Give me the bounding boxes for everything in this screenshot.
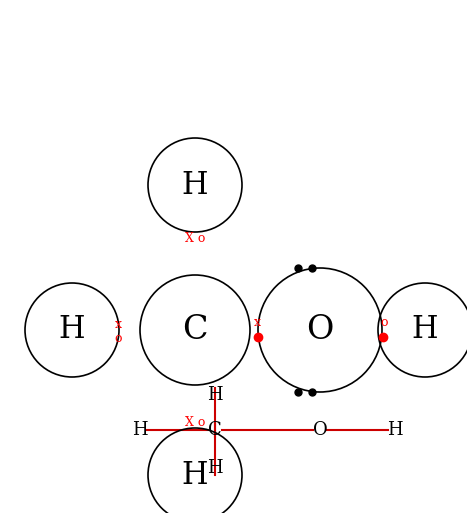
Text: H: H — [412, 314, 438, 345]
Text: H: H — [182, 460, 208, 490]
Text: C: C — [208, 421, 222, 439]
Text: X o: X o — [185, 416, 205, 428]
Text: o: o — [114, 331, 122, 345]
Text: o: o — [380, 317, 388, 329]
Text: H: H — [59, 314, 85, 345]
Text: x: x — [114, 319, 121, 331]
Text: H: H — [207, 459, 223, 477]
Text: X o: X o — [185, 232, 205, 246]
Text: O: O — [312, 421, 327, 439]
Text: x: x — [254, 317, 261, 329]
Text: H: H — [387, 421, 403, 439]
Text: O: O — [306, 314, 334, 346]
Text: H: H — [132, 421, 148, 439]
Text: C: C — [182, 314, 208, 346]
Text: H: H — [182, 169, 208, 201]
Text: H: H — [207, 386, 223, 404]
